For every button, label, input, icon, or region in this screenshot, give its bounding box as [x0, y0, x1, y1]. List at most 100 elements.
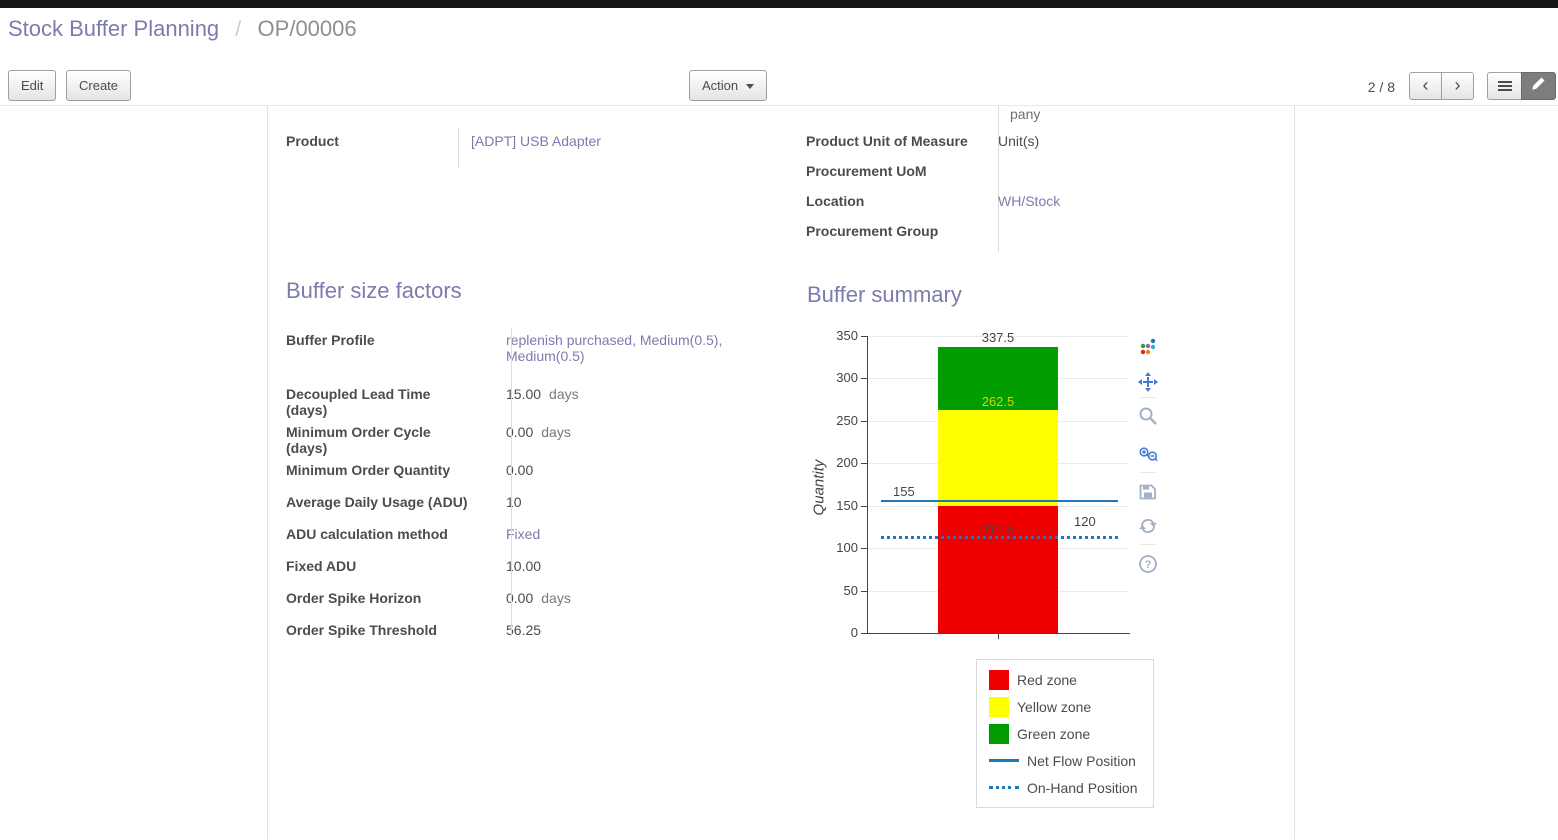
legend-swatch [989, 786, 1019, 789]
field-suffix: days [549, 386, 579, 402]
legend-item-yellow-zone[interactable]: Yellow zone [983, 693, 1153, 720]
y-tick-label: 150 [836, 497, 858, 513]
field-value-procurement-uom [986, 158, 998, 188]
action-dropdown-label: Action [702, 78, 739, 93]
form-sheet: Product [ADPT] USB Adapter pany Product … [267, 106, 1295, 839]
field-value-min-order-cycle: 0.00 [506, 424, 534, 440]
pager-previous-button[interactable]: ‹ [1409, 72, 1442, 100]
field-suffix: days [541, 424, 571, 440]
y-tick-label: 50 [843, 582, 858, 598]
modebar-divider [1140, 544, 1156, 545]
pager-counter: 2 / 8 [1367, 79, 1395, 95]
legend-item-net-flow-position[interactable]: Net Flow Position [983, 747, 1153, 774]
edit-button[interactable]: Edit [8, 70, 57, 101]
chevron-left-icon: ‹ [1422, 75, 1429, 95]
field-label-fixed-adu: Fixed ADU [286, 558, 357, 574]
field-label-dlt: Decoupled Lead Time (days) [286, 386, 431, 418]
x-axis-line [867, 633, 1130, 634]
field-label-procurement-uom: Procurement UoM [806, 163, 927, 179]
plotly-logo-icon[interactable] [1138, 337, 1158, 357]
reset-axes-icon[interactable] [1138, 516, 1158, 536]
chart-annotation: 120 [1074, 514, 1096, 530]
field-value-product-uom: Unit(s) [998, 133, 1040, 149]
pager-next-button[interactable]: › [1441, 72, 1474, 100]
form-view-button[interactable] [1521, 72, 1556, 100]
buffer-summary-title: Buffer summary [807, 282, 962, 307]
pan-icon[interactable] [1138, 372, 1158, 392]
field-value-procurement-group [986, 218, 998, 248]
field-row: Decoupled Lead Time (days) 15.00 days [286, 380, 791, 418]
field-value-location[interactable]: WH/Stock [998, 193, 1061, 209]
field-label-min-order-cycle: Minimum Order Cycle (days) [286, 424, 431, 456]
control-panel-divider [0, 105, 1558, 106]
legend-item-red-zone[interactable]: Red zone [983, 666, 1153, 693]
chart-zone-red[interactable] [938, 505, 1058, 633]
grid-line [867, 336, 1129, 337]
breadcrumb: Stock Buffer Planning / OP/00006 [8, 16, 357, 42]
legend-swatch [989, 723, 1009, 744]
y-tick-label: 200 [836, 455, 858, 471]
chart-zone-green[interactable] [938, 346, 1058, 411]
buffer-summary-chart: 0 50 100 150 200 250 300 350 337.5 262.5 155 112.5 1… [808, 325, 1180, 840]
field-value-min-order-qty: 0.00 [506, 462, 534, 478]
pager: ‹ › [1409, 72, 1474, 100]
field-divider [998, 106, 999, 252]
create-button[interactable]: Create [66, 70, 132, 101]
field-value-spike-threshold: 56.25 [506, 622, 542, 638]
field-row: Minimum Order Quantity 0.00 [286, 456, 791, 488]
legend-label: Green zone [1017, 725, 1091, 742]
legend-item-green-zone[interactable]: Green zone [983, 720, 1153, 747]
chart-annotation: 112.5 [982, 521, 1014, 537]
legend-swatch [989, 669, 1009, 690]
action-dropdown-button[interactable]: Action [689, 70, 768, 101]
svg-text:?: ? [1145, 559, 1152, 571]
field-suffix: days [541, 590, 571, 606]
field-label-buffer-profile: Buffer Profile [286, 332, 375, 348]
field-value-dlt: 15.00 [506, 386, 542, 402]
field-label-location: Location [806, 193, 865, 209]
breadcrumb-separator: / [235, 16, 242, 41]
list-view-button[interactable] [1487, 72, 1522, 100]
breadcrumb-parent-link[interactable]: Stock Buffer Planning [8, 16, 220, 41]
field-value-buffer-profile[interactable]: replenish purchased, Medium(0.5), Medium… [506, 332, 723, 364]
x-tick-mark [998, 634, 999, 639]
field-label-product-uom: Product Unit of Measure [806, 133, 968, 149]
legend-swatch [989, 696, 1009, 717]
y-tick-mark [861, 505, 867, 507]
field-row: Procurement UoM [806, 158, 1276, 188]
field-value-product[interactable]: [ADPT] USB Adapter [471, 133, 601, 149]
field-value-fixed-adu: 10.00 [506, 558, 542, 574]
chart-annotation: 262.5 [981, 394, 1015, 410]
legend-label: Red zone [1017, 671, 1077, 688]
help-icon[interactable]: ? [1138, 554, 1158, 574]
legend-swatch [989, 759, 1019, 762]
legend-item-on-hand-position[interactable]: On-Hand Position [983, 774, 1153, 801]
field-divider [511, 328, 512, 636]
field-value-adu-method[interactable]: Fixed [506, 526, 541, 542]
zoom-in-out-icon[interactable] [1138, 445, 1158, 465]
modebar-divider [1140, 397, 1156, 398]
truncated-field-value: pany [1010, 106, 1041, 122]
buffer-size-factors-title: Buffer size factors [286, 278, 462, 303]
field-label-spike-horizon: Order Spike Horizon [286, 590, 422, 606]
field-value-spike-horizon: 0.00 [506, 590, 534, 606]
zoom-icon[interactable] [1138, 406, 1158, 426]
y-tick-mark [861, 633, 867, 634]
y-axis-line [867, 336, 868, 634]
chart-annotation: 155 [893, 484, 915, 500]
camera-icon[interactable] [1138, 482, 1158, 502]
field-group-left: Product [ADPT] USB Adapter [286, 128, 769, 168]
y-tick-mark [861, 463, 867, 465]
field-row: Buffer Profile replenish purchased, Medi… [286, 326, 791, 380]
chevron-right-icon: › [1454, 75, 1461, 95]
chart-zone-yellow[interactable] [938, 410, 1058, 506]
field-group-right: pany Product Unit of Measure Unit(s) Pro… [806, 106, 1276, 252]
y-tick-mark [861, 336, 867, 337]
chart-legend: Red zone Yellow zone Green zone Net Flow Po… [976, 659, 1154, 808]
field-label-procurement-group: Procurement Group [806, 223, 939, 239]
field-row: Average Daily Usage (ADU) 10 [286, 488, 791, 520]
y-tick-mark [861, 590, 867, 592]
y-axis-title: Quantity [810, 459, 828, 516]
y-tick-mark [861, 420, 867, 422]
list-icon [1497, 79, 1512, 93]
